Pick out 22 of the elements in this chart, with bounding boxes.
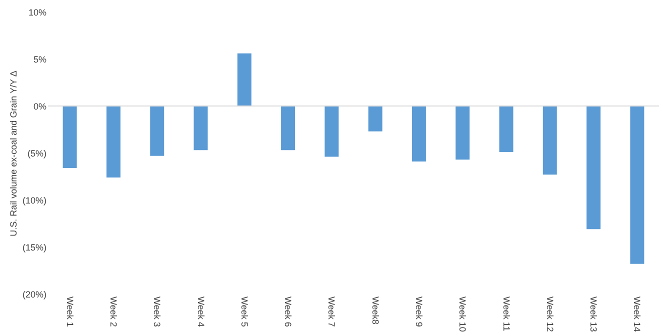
- y-tick-label: 5%: [33, 54, 46, 64]
- x-tick-label: Week 5: [239, 296, 250, 327]
- x-tick-label: Week 2: [108, 296, 118, 327]
- y-tick-label: (15%): [22, 242, 46, 252]
- x-tick-label: Week 10: [458, 296, 468, 332]
- x-tick-label: Week 9: [414, 296, 424, 327]
- y-tick-label: 0%: [33, 102, 46, 112]
- y-axis-title: U.S. Rail volume ex-coal and Grain Y/Y Δ: [8, 70, 18, 236]
- x-tick-label: Week8: [370, 296, 380, 324]
- x-tick-label: Week 4: [196, 296, 206, 327]
- y-tick-label: (10%): [22, 196, 46, 206]
- x-tick-label: Week 12: [544, 296, 555, 332]
- y-tick-label: 10%: [28, 8, 46, 18]
- y-tick-label: (20%): [22, 290, 46, 300]
- x-tick-label: Week 11: [501, 296, 512, 332]
- x-tick-label: Week 3: [152, 296, 162, 327]
- x-tick-label: Week 14: [632, 296, 642, 332]
- x-tick-label: Week 6: [283, 296, 294, 327]
- x-tick-label: Week 7: [326, 296, 337, 327]
- x-tick-label: Week 1: [64, 296, 75, 327]
- y-tick-label: (5%): [27, 148, 46, 158]
- x-tick-label: Week 13: [588, 296, 599, 332]
